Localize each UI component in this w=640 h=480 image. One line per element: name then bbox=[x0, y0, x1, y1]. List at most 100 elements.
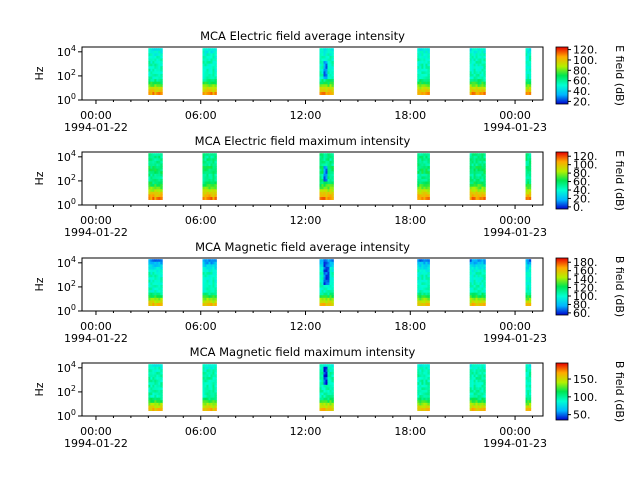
spectrogram-cell bbox=[475, 290, 478, 294]
spectrogram-cell bbox=[471, 178, 474, 182]
spectrogram-pass bbox=[148, 48, 163, 95]
spectrogram-cell bbox=[323, 300, 326, 304]
spectrogram-cell bbox=[214, 55, 217, 59]
spectrogram-cell bbox=[327, 186, 330, 190]
spectrogram-cell bbox=[425, 178, 428, 182]
spectrogram-cell bbox=[319, 61, 322, 65]
spectrogram-cell bbox=[148, 73, 151, 77]
spectrogram-cell bbox=[210, 184, 213, 188]
spectrogram-cell bbox=[425, 50, 428, 54]
spectrogram-cell bbox=[469, 400, 473, 404]
spectrogram-cell bbox=[423, 392, 426, 396]
spectrogram-cell bbox=[323, 274, 326, 278]
spectrogram-cell bbox=[483, 259, 486, 263]
spectrogram-cell bbox=[150, 158, 153, 162]
spectrogram-cell bbox=[331, 58, 334, 62]
spectrogram-cell bbox=[417, 400, 420, 404]
spectrogram-cell bbox=[471, 160, 474, 164]
spectrogram-cell bbox=[417, 272, 420, 276]
spectrogram-cell bbox=[481, 395, 484, 399]
spectrogram-cell bbox=[529, 181, 532, 185]
spectrogram-cell bbox=[527, 73, 530, 77]
spectrogram-cell bbox=[321, 160, 324, 164]
spectrogram-cell bbox=[525, 374, 528, 378]
spectrogram-cell bbox=[483, 197, 486, 200]
spectrogram-cell bbox=[156, 261, 159, 265]
spectrogram-cell bbox=[148, 295, 151, 299]
spectrogram-cell bbox=[148, 89, 151, 93]
spectrogram-cell bbox=[158, 50, 161, 54]
spectrogram-cell bbox=[421, 55, 424, 59]
spectrogram-cell bbox=[212, 168, 215, 172]
spectrogram-cell bbox=[423, 168, 426, 172]
spectrogram-cell bbox=[210, 405, 213, 409]
spectrogram-cell bbox=[204, 400, 207, 404]
spectrogram-cell bbox=[210, 274, 213, 278]
spectrogram-cell bbox=[156, 53, 159, 57]
spectrogram-cell bbox=[423, 290, 426, 294]
spectrogram-cell bbox=[204, 261, 207, 265]
spectrogram-cell bbox=[475, 379, 478, 383]
spectrogram-cell bbox=[160, 400, 163, 404]
spectrogram-cell bbox=[323, 166, 326, 170]
spectrogram-cell bbox=[202, 377, 205, 381]
spectrogram-cell bbox=[527, 197, 530, 200]
spectrogram-cell bbox=[329, 369, 332, 373]
spectrogram-cell bbox=[475, 397, 478, 401]
spectrogram-cell bbox=[419, 73, 422, 77]
spectrogram-cell bbox=[208, 89, 211, 93]
spectrogram-cell bbox=[529, 387, 532, 391]
spectrogram-cell bbox=[154, 384, 157, 388]
spectrogram-cell bbox=[160, 287, 163, 291]
spectrogram-cell bbox=[202, 264, 205, 268]
spectrogram-cell bbox=[329, 73, 332, 77]
spectrogram-cell bbox=[325, 400, 328, 404]
spectrogram-cell bbox=[212, 184, 215, 188]
spectrogram-cell bbox=[327, 261, 330, 265]
spectrogram-cell bbox=[327, 400, 330, 404]
spectrogram-cell bbox=[529, 53, 532, 57]
spectrogram-cell bbox=[152, 184, 155, 188]
spectrogram-cell bbox=[214, 191, 217, 195]
spectrogram-cell bbox=[325, 369, 328, 373]
spectrogram-cell bbox=[214, 158, 217, 162]
spectrogram-cell bbox=[471, 395, 474, 399]
spectrogram-cell bbox=[423, 264, 426, 268]
spectrogram-cell bbox=[321, 402, 324, 406]
spectrogram-cell bbox=[471, 366, 474, 370]
spectrogram-cell bbox=[475, 81, 478, 85]
spectrogram-cell bbox=[325, 287, 328, 291]
spectrogram-cell bbox=[152, 68, 155, 72]
spectrogram-cell bbox=[425, 277, 428, 281]
spectrogram-cell bbox=[479, 178, 482, 182]
spectrogram-cell bbox=[525, 300, 528, 304]
spectrogram-cell bbox=[473, 73, 476, 77]
spectrogram-cell bbox=[323, 92, 326, 95]
spectrogram-cell bbox=[473, 272, 476, 276]
spectrogram-cell bbox=[419, 153, 422, 157]
spectrogram-cell bbox=[150, 400, 153, 404]
spectrogram-cell bbox=[150, 84, 153, 88]
spectrogram-cell bbox=[423, 274, 426, 278]
spectrogram-cell bbox=[473, 66, 476, 70]
spectrogram-cell bbox=[481, 297, 484, 301]
spectrogram-cell bbox=[204, 58, 207, 62]
spectrogram-cell bbox=[152, 282, 155, 286]
spectrogram-cell bbox=[327, 303, 330, 306]
spectrogram-cell bbox=[471, 86, 474, 90]
spectrogram-cell bbox=[150, 81, 153, 85]
spectrogram-cell bbox=[479, 155, 482, 159]
spectrogram-cell bbox=[321, 81, 324, 85]
spectrogram-cell bbox=[321, 173, 324, 177]
spectrogram-cell bbox=[423, 395, 426, 399]
spectrogram-cell bbox=[210, 166, 213, 170]
spectrogram-cell bbox=[525, 264, 528, 268]
spectrogram-cell bbox=[208, 58, 211, 62]
spectrogram-cell bbox=[156, 364, 159, 368]
spectrogram-cell bbox=[160, 366, 163, 370]
spectrogram-cell bbox=[210, 50, 213, 54]
spectrogram-cell bbox=[469, 277, 473, 281]
spectrogram-cell bbox=[202, 186, 205, 190]
spectrogram-cell bbox=[325, 81, 328, 85]
spectrogram-cell bbox=[421, 369, 424, 373]
